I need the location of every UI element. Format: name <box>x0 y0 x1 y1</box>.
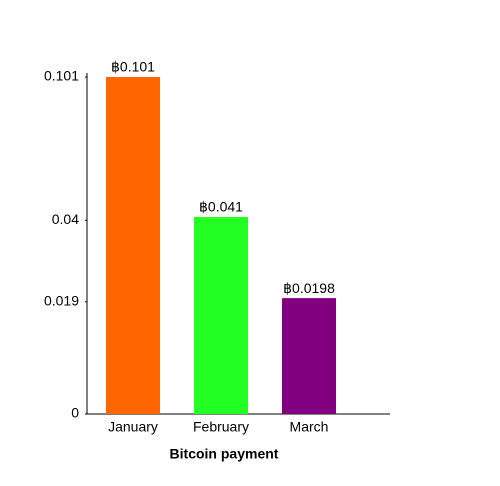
bar <box>106 77 160 414</box>
value-label: ฿0.0198 <box>283 280 335 296</box>
x-axis-label: Bitcoin payment <box>170 446 279 462</box>
bar <box>194 217 248 414</box>
bar <box>282 298 336 414</box>
x-tick-label: March <box>290 419 329 435</box>
y-tick-label: 0.101 <box>44 68 79 84</box>
x-tick-label: January <box>108 419 158 435</box>
value-label: ฿0.041 <box>199 199 243 215</box>
x-tick-label: February <box>193 419 249 435</box>
y-tick-label: 0 <box>71 405 79 421</box>
value-label: ฿0.101 <box>111 59 155 75</box>
y-tick-label: 0.019 <box>44 293 79 309</box>
y-tick-label: 0.04 <box>52 211 79 227</box>
